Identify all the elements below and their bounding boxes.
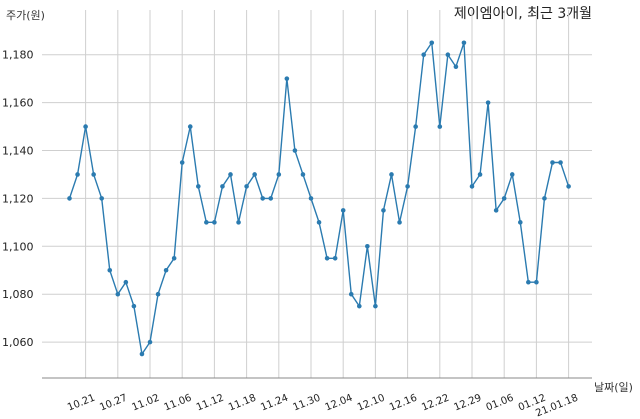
data-point bbox=[131, 303, 137, 309]
data-point bbox=[147, 339, 153, 345]
data-point bbox=[469, 184, 475, 189]
data-point bbox=[171, 255, 177, 261]
data-points bbox=[67, 40, 571, 357]
y-axis-label: 주가(원) bbox=[6, 9, 45, 22]
data-point bbox=[332, 255, 338, 261]
data-point bbox=[179, 160, 185, 165]
data-point bbox=[566, 184, 571, 189]
data-point bbox=[212, 220, 217, 225]
y-tick-label: 1,160 bbox=[2, 97, 34, 110]
data-point bbox=[405, 184, 410, 189]
data-point bbox=[413, 124, 418, 129]
data-point bbox=[244, 184, 249, 189]
data-point bbox=[381, 208, 386, 213]
data-point bbox=[268, 196, 274, 201]
data-point bbox=[373, 303, 378, 309]
data-point bbox=[276, 172, 282, 177]
x-axis-ticks: 10.21 10.27 11.02 11.06 11.12 11.18 11.24 11.30… bbox=[66, 393, 580, 419]
data-point bbox=[91, 172, 96, 177]
data-point bbox=[461, 40, 467, 46]
data-point bbox=[83, 124, 88, 129]
data-point bbox=[308, 196, 314, 201]
data-point bbox=[445, 52, 451, 58]
data-point bbox=[99, 196, 104, 201]
data-point bbox=[292, 148, 298, 153]
data-point bbox=[284, 76, 290, 81]
x-tick-label: 11.18 bbox=[227, 393, 258, 414]
data-point bbox=[115, 291, 121, 297]
x-tick-label: 10.21 bbox=[66, 393, 97, 414]
data-point bbox=[204, 220, 209, 225]
data-point bbox=[220, 184, 225, 189]
data-point bbox=[389, 172, 394, 177]
data-point bbox=[75, 172, 80, 177]
y-tick-label: 1,060 bbox=[2, 336, 34, 349]
data-point bbox=[437, 124, 443, 129]
x-tick-label: 11.06 bbox=[163, 393, 194, 414]
x-tick-label: 12.16 bbox=[388, 393, 419, 414]
data-point bbox=[155, 291, 161, 297]
data-point bbox=[542, 196, 547, 201]
data-point bbox=[429, 40, 435, 46]
data-point bbox=[477, 172, 483, 177]
x-tick-label: 12.22 bbox=[420, 393, 451, 414]
y-tick-label: 1,140 bbox=[2, 145, 34, 158]
y-tick-label: 1,180 bbox=[2, 49, 34, 62]
data-point bbox=[509, 172, 515, 177]
data-point bbox=[493, 208, 499, 213]
data-point bbox=[196, 184, 201, 189]
x-tick-label: 11.24 bbox=[259, 393, 290, 414]
data-point bbox=[485, 100, 491, 105]
grid bbox=[42, 10, 592, 378]
data-point bbox=[324, 255, 330, 261]
data-point bbox=[534, 279, 539, 285]
data-point bbox=[365, 243, 370, 249]
chart-title: 제이엠아이, 최근 3개월 bbox=[454, 6, 592, 22]
data-point bbox=[228, 172, 233, 177]
data-point bbox=[558, 160, 563, 165]
data-point bbox=[397, 220, 402, 225]
x-tick-label: 11.12 bbox=[195, 393, 226, 414]
data-point bbox=[67, 196, 72, 201]
data-point bbox=[501, 196, 507, 201]
x-tick-label: 12.29 bbox=[452, 393, 483, 414]
data-point bbox=[187, 124, 193, 129]
data-point bbox=[421, 52, 427, 58]
data-point bbox=[316, 220, 322, 225]
y-tick-label: 1,080 bbox=[2, 288, 34, 301]
data-point bbox=[526, 279, 531, 285]
x-tick-label: 11.02 bbox=[130, 393, 161, 414]
x-tick-label: 12.10 bbox=[356, 393, 387, 414]
data-point bbox=[357, 303, 362, 309]
data-point bbox=[348, 291, 354, 297]
x-axis-label: 날짜(일) bbox=[594, 380, 633, 394]
data-point bbox=[139, 351, 145, 357]
data-point bbox=[550, 160, 555, 165]
data-point bbox=[236, 220, 241, 225]
data-point bbox=[453, 64, 459, 70]
data-point bbox=[340, 208, 346, 213]
data-point bbox=[107, 267, 113, 273]
data-point bbox=[252, 172, 257, 177]
y-tick-label: 1,120 bbox=[2, 192, 34, 205]
y-axis-ticks: 1,060 1,080 1,100 1,120 1,140 1,160 1,180 bbox=[2, 49, 34, 349]
data-point bbox=[163, 267, 169, 273]
x-tick-label: 12.04 bbox=[324, 393, 355, 414]
x-tick-label: 10.27 bbox=[98, 393, 129, 414]
data-point bbox=[123, 279, 129, 285]
x-tick-label: 01.06 bbox=[485, 393, 516, 414]
y-tick-label: 1,100 bbox=[2, 240, 34, 253]
data-point bbox=[260, 196, 266, 201]
x-tick-label: 11.30 bbox=[291, 393, 322, 414]
data-point bbox=[518, 220, 523, 225]
data-point bbox=[300, 172, 306, 177]
